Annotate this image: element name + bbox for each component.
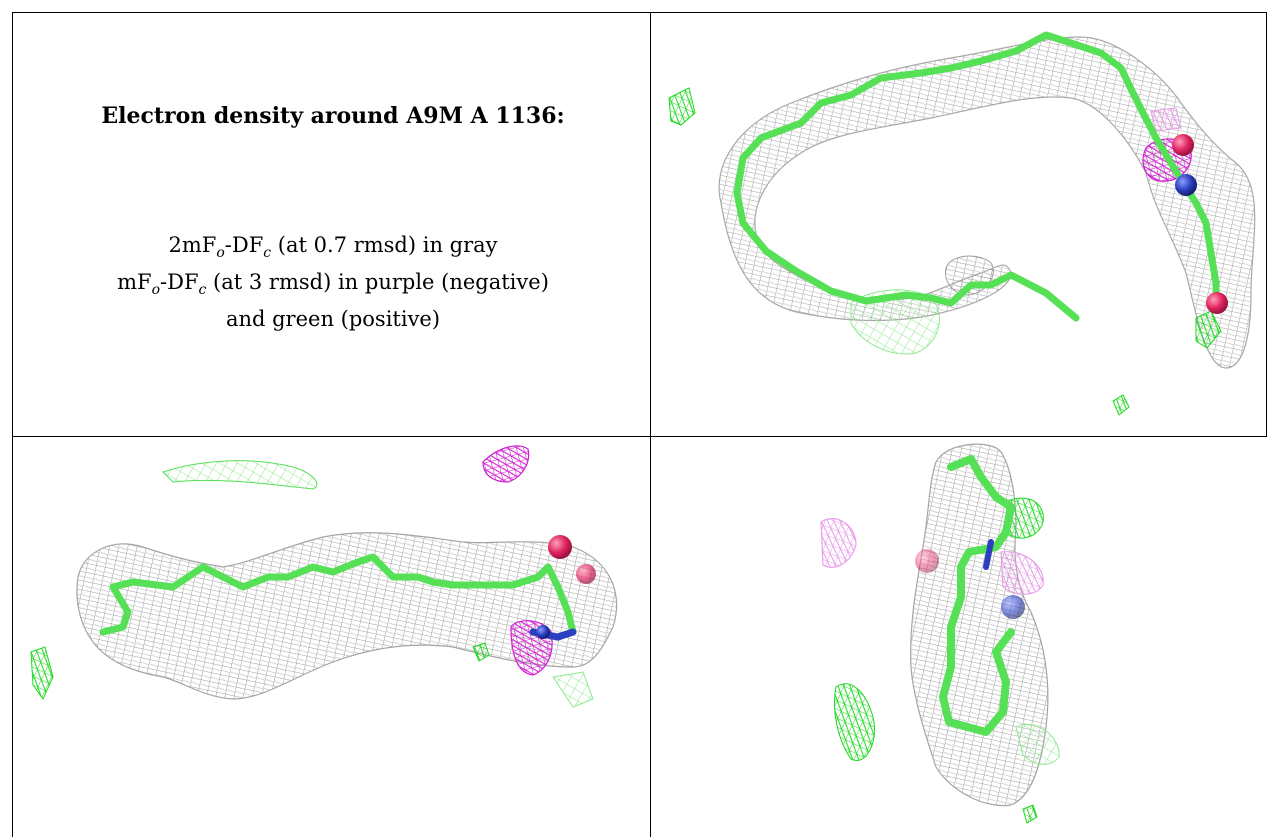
green-mesh-positive-1 [162,460,318,490]
middle-divider [12,436,1267,437]
caption-cell: Electron density around A9M A 1136: 2mFo… [13,13,650,436]
oxygen-atom [548,535,572,559]
center-divider [650,12,651,837]
green-mesh-positive-3 [1015,723,1060,765]
top-border [12,12,1267,13]
ligand-bond-highlight [983,539,994,570]
green-mesh-positive-4 [472,642,490,662]
green-mesh-positive-3 [552,671,594,708]
oxygen-atom [1206,292,1228,314]
density-view-top-right [651,13,1266,436]
purple-mesh-negative-1 [820,518,857,568]
green-mesh-positive-1 [1005,497,1044,539]
density-render-bottom-left [30,445,618,708]
density-view-bottom-right [651,437,1266,837]
outer-left-border [12,12,13,837]
oxygen-atom [915,549,939,573]
green-mesh-positive-2 [833,683,875,761]
oxygen-atom [1172,134,1194,156]
green-mesh-positive-2 [30,646,54,700]
ligand-stick-model [733,31,1220,322]
caption-line-colors: and green (positive) [225,307,441,332]
ligand-stick-model [939,455,1015,736]
caption-description: 2mFo-DFc (at 0.7 rmsd) in gray mFo-DFc (… [13,231,650,334]
green-mesh-positive-3 [1195,310,1222,349]
green-mesh-positive-4 [1022,804,1038,824]
oxygen-atom [576,564,596,584]
nitrogen-atom [536,625,550,639]
caption-line-fofc: mFo-DFc (at 3 rmsd) in purple (negative) [117,270,549,299]
ligand-stick-model [99,553,577,636]
density-render-top-right [668,31,1256,416]
purple-mesh-negative-light [1150,107,1182,132]
purple-mesh-negative-1 [482,445,530,483]
nitrogen-atom [1175,174,1197,196]
green-mesh-positive-1 [850,289,940,355]
nitrogen-atom [1001,595,1025,619]
outer-right-border [1266,12,1267,437]
density-view-bottom-left [13,437,650,837]
caption-title: Electron density around A9M A 1136: [101,103,565,129]
green-mesh-positive-2 [668,87,696,126]
gray-mesh-envelope [718,36,1256,369]
caption-line-2fofc: 2mFo-DFc (at 0.7 rmsd) in gray [168,233,498,262]
density-render-bottom-right [820,443,1060,824]
purple-mesh-negative-2 [1000,551,1044,595]
green-mesh-positive-4 [1112,394,1130,416]
